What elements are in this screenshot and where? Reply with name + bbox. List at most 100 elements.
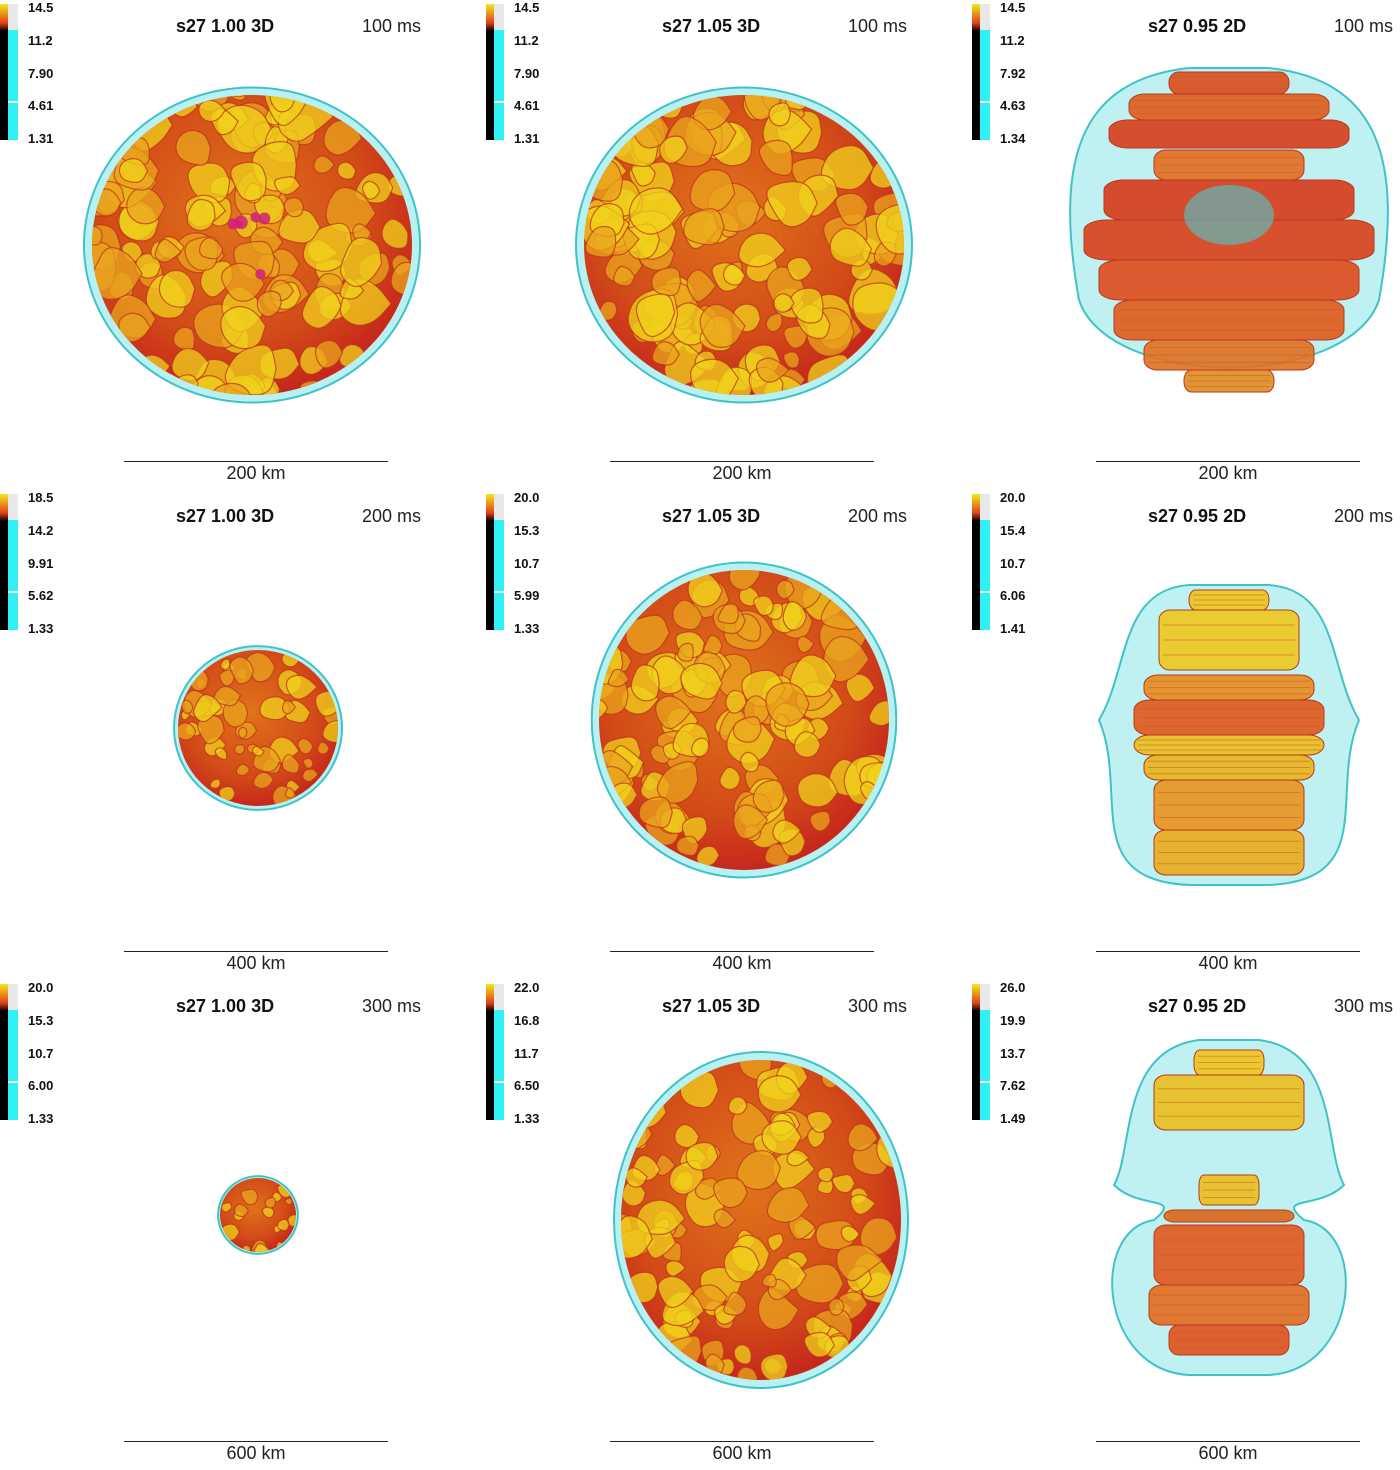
colorbar-tick: 11.7 <box>514 1046 539 1061</box>
panel-title: s27 1.00 3D <box>176 506 275 526</box>
colorbar-tick: 14.2 <box>28 523 54 538</box>
panel-8: 22.0 16.8 11.7 6.50 1.33 s27 1.05 3D 300 ms 600… <box>486 980 952 1470</box>
axisymmetric-ring <box>1188 589 1270 611</box>
colorbar <box>972 4 990 140</box>
scale-bar <box>1096 1441 1360 1442</box>
colorbar <box>0 4 18 140</box>
axisymmetric-ring <box>1153 1074 1305 1131</box>
colorbar <box>486 984 504 1120</box>
panel-6: 20.0 15.4 10.7 6.06 1.41 s27 0.95 2D 200 ms 400… <box>972 490 1400 980</box>
colorbar <box>0 494 18 630</box>
panel-2: 14.5 11.2 7.90 4.61 1.31 s27 1.05 3D 100 ms 200… <box>486 0 952 490</box>
scale-bar <box>1096 951 1360 952</box>
time-label: 300 ms <box>362 996 422 1016</box>
scale-label: 400 km <box>712 953 772 973</box>
panel-title: s27 1.00 3D <box>176 996 275 1016</box>
colorbar-tick: 4.61 <box>514 98 540 113</box>
simulation-render <box>590 561 898 879</box>
colorbar-tick: 5.99 <box>514 588 540 603</box>
colorbar-tick: 7.90 <box>28 66 54 81</box>
colorbar-tick: 14.5 <box>514 0 540 15</box>
scale-label: 600 km <box>712 1443 772 1463</box>
scale-bar <box>124 951 388 952</box>
axisymmetric-ring <box>1143 339 1315 371</box>
axisymmetric-ring <box>1153 1224 1305 1286</box>
colorbar-tick: 10.7 <box>1000 556 1026 571</box>
panel-title: s27 1.05 3D <box>662 16 761 36</box>
axisymmetric-ring <box>1158 609 1300 671</box>
time-label: 300 ms <box>1334 996 1394 1016</box>
axisymmetric-ring <box>1193 1049 1265 1076</box>
colorbar-tick: 4.63 <box>1000 98 1026 113</box>
scale-bar <box>610 461 874 462</box>
colorbar-tick: 10.7 <box>28 1046 54 1061</box>
simulation-render <box>575 86 913 404</box>
colorbar-tick: 19.9 <box>1000 1013 1026 1028</box>
time-label: 200 ms <box>1334 506 1394 526</box>
scale-label: 200 km <box>1198 463 1258 483</box>
scale-bar <box>1096 461 1360 462</box>
panel-title: s27 0.95 2D <box>1148 996 1247 1016</box>
axisymmetric-ring <box>1133 699 1325 736</box>
axisymmetric-ring <box>1128 93 1330 121</box>
axisymmetric-ring <box>1153 829 1305 876</box>
colorbar-tick: 9.91 <box>28 556 54 571</box>
colorbar-tick: 22.0 <box>514 980 540 995</box>
scale-bar <box>610 951 874 952</box>
axisymmetric-ring <box>1183 369 1275 393</box>
colorbar-tick: 16.8 <box>514 1013 540 1028</box>
colorbar-tick: 1.33 <box>28 621 54 636</box>
simulation-render <box>217 1175 299 1255</box>
panel-5: 20.0 15.3 10.7 5.99 1.33 s27 1.05 3D 200 ms 400… <box>486 490 952 980</box>
axisymmetric-ring <box>1163 1209 1295 1223</box>
colorbar-tick: 1.33 <box>514 1111 540 1126</box>
colorbar-tick: 1.49 <box>1000 1111 1026 1126</box>
panel-title: s27 0.95 2D <box>1148 16 1247 36</box>
colorbar-tick: 1.31 <box>514 131 540 146</box>
colorbar-tick: 26.0 <box>1000 980 1026 995</box>
scale-label: 200 km <box>712 463 772 483</box>
colorbar-tick: 20.0 <box>1000 490 1026 505</box>
panel-3: 14.5 11.2 7.92 4.63 1.34 s27 0.95 2D 100 ms 200… <box>972 0 1400 490</box>
axisymmetric-ring <box>1168 71 1290 95</box>
colorbar-tick: 6.50 <box>514 1078 540 1093</box>
scale-label: 400 km <box>1198 953 1258 973</box>
colorbar-tick: 6.00 <box>28 1078 54 1093</box>
colorbar-tick: 13.7 <box>1000 1046 1026 1061</box>
simulation-render <box>1111 1039 1347 1376</box>
colorbar-tick: 11.2 <box>1000 33 1025 48</box>
colorbar <box>486 4 504 140</box>
colorbar <box>972 494 990 630</box>
panel-title: s27 0.95 2D <box>1148 506 1247 526</box>
axisymmetric-ring <box>1153 149 1305 181</box>
panel-title: s27 1.05 3D <box>662 996 761 1016</box>
colorbar <box>972 984 990 1120</box>
colorbar-tick: 20.0 <box>514 490 540 505</box>
colorbar-tick: 1.41 <box>1000 621 1026 636</box>
simulation-render <box>613 1051 909 1389</box>
axisymmetric-ring <box>1143 674 1315 701</box>
colorbar-tick: 5.62 <box>28 588 54 603</box>
colorbar-tick: 11.2 <box>28 33 53 48</box>
panel-1: 14.5 11.2 7.90 4.61 1.31 s27 1.00 3D 100 ms 200… <box>0 0 466 490</box>
simulation-render <box>83 86 421 404</box>
colorbar-tick: 7.62 <box>1000 1078 1026 1093</box>
simulation-render <box>173 645 343 811</box>
colorbar-tick: 1.34 <box>1000 131 1026 146</box>
colorbar-tick: 15.3 <box>28 1013 54 1028</box>
panel-4: 18.5 14.2 9.91 5.62 1.33 s27 1.00 3D 200 ms 400… <box>0 490 466 980</box>
axisymmetric-ring <box>1198 1174 1260 1206</box>
colorbar-tick: 7.90 <box>514 66 540 81</box>
time-label: 300 ms <box>848 996 908 1016</box>
colorbar-tick: 14.5 <box>28 0 54 15</box>
colorbar-tick: 6.06 <box>1000 588 1026 603</box>
panel-7: 20.0 15.3 10.7 6.00 1.33 s27 1.00 3D 300 ms 600… <box>0 980 466 1470</box>
colorbar <box>0 984 18 1120</box>
panel-9: 26.0 19.9 13.7 7.62 1.49 s27 0.95 2D 300 ms 600… <box>972 980 1400 1470</box>
axisymmetric-ring <box>1153 779 1305 831</box>
axisymmetric-ring <box>1133 734 1325 756</box>
axisymmetric-ring <box>1148 1284 1310 1326</box>
scale-bar <box>610 1441 874 1442</box>
colorbar-tick: 14.5 <box>1000 0 1026 15</box>
colorbar-tick: 15.4 <box>1000 523 1026 538</box>
